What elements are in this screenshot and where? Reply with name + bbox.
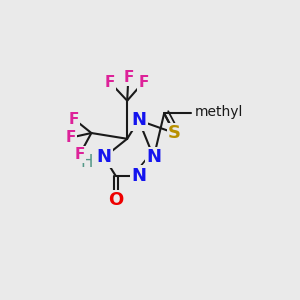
Text: N: N [131, 111, 146, 129]
Text: F: F [69, 112, 79, 127]
Text: N: N [97, 148, 112, 166]
Text: O: O [108, 191, 123, 209]
Text: N: N [146, 148, 161, 166]
Text: N: N [131, 167, 146, 185]
Text: F: F [75, 147, 85, 162]
Text: methyl: methyl [195, 105, 243, 119]
Text: H: H [80, 153, 93, 171]
Text: F: F [105, 75, 115, 90]
Text: S: S [168, 124, 181, 142]
Text: F: F [123, 70, 134, 85]
Text: F: F [65, 130, 76, 145]
Text: F: F [138, 75, 148, 90]
